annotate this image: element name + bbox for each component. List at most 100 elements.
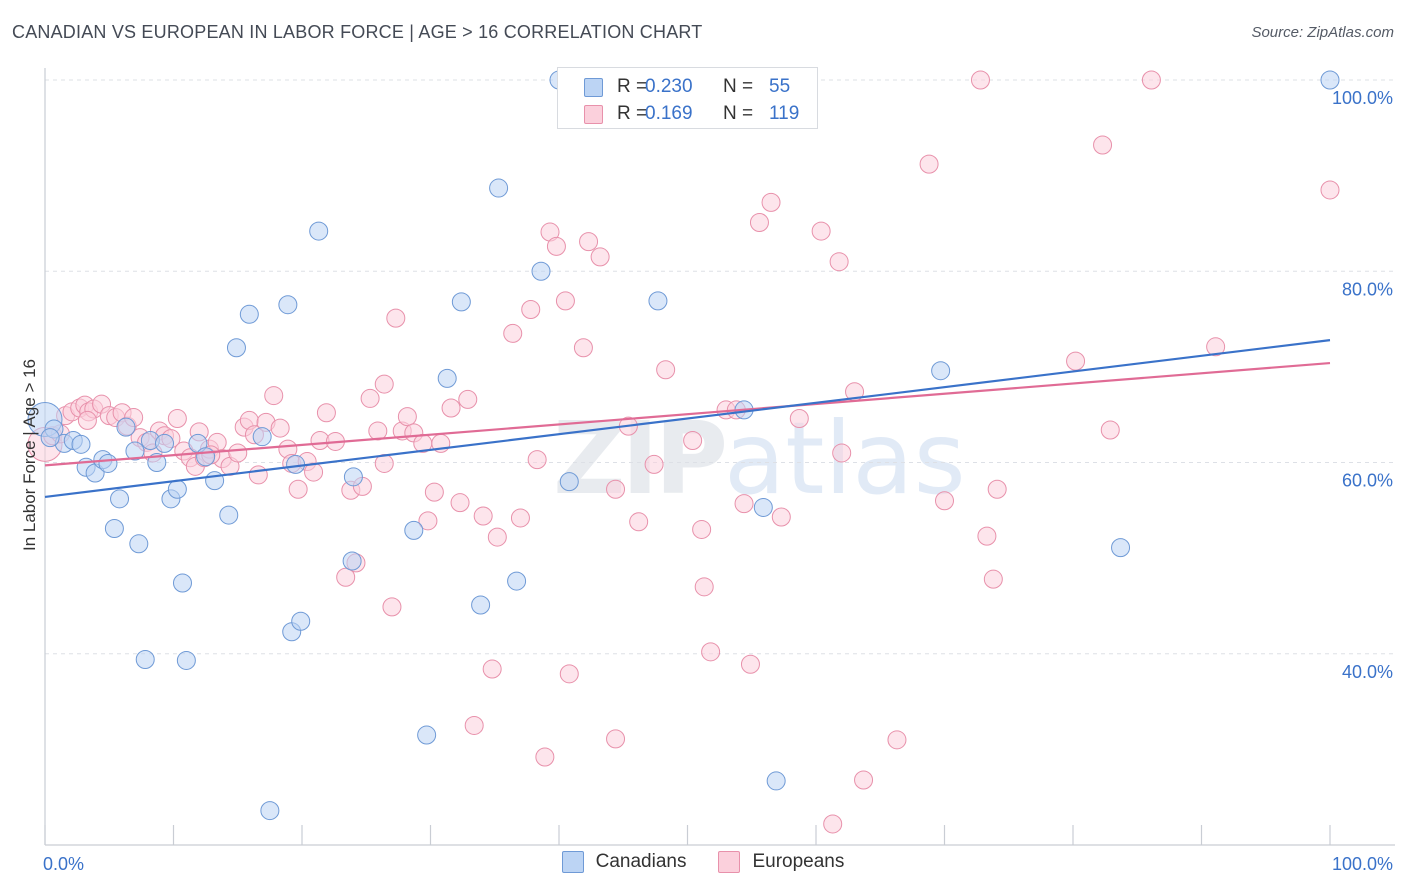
europeans-point bbox=[368, 421, 388, 441]
y-tick-label: 80.0% bbox=[1342, 279, 1393, 299]
europeans-legend-swatch bbox=[718, 851, 741, 873]
canadians-point bbox=[125, 441, 145, 461]
europeans-point bbox=[535, 747, 555, 767]
n-value-europeans: 119 bbox=[769, 103, 800, 124]
n-value-canadians: 55 bbox=[769, 76, 791, 97]
canadians-trend-line bbox=[44, 339, 1331, 499]
europeans-point bbox=[590, 247, 610, 267]
grid-lines bbox=[45, 79, 1395, 655]
canadians-point bbox=[71, 434, 91, 454]
europeans-point bbox=[521, 300, 541, 319]
europeans-point bbox=[701, 642, 721, 662]
europeans-point bbox=[288, 479, 308, 499]
y-axis-label: In Labor Force | Age > 16 bbox=[20, 358, 39, 552]
series-legend: Canadians Europeans bbox=[0, 851, 1406, 873]
europeans-point bbox=[977, 526, 997, 546]
legend-item-canadians[interactable]: Canadians bbox=[561, 851, 687, 873]
europeans-point bbox=[450, 493, 470, 513]
canadians-point bbox=[135, 649, 155, 669]
europeans-point bbox=[1066, 351, 1086, 371]
canadians-point bbox=[1111, 538, 1131, 558]
europeans-point bbox=[983, 569, 1003, 589]
europeans-point bbox=[823, 814, 843, 834]
canadians-point bbox=[129, 534, 149, 554]
europeans-swatch bbox=[584, 104, 603, 124]
x-tick-label: 100.0% bbox=[1332, 854, 1393, 874]
r-value-europeans: 0.169 bbox=[645, 103, 693, 124]
canadians-points bbox=[27, 70, 1340, 821]
canadians-point bbox=[1320, 70, 1340, 90]
stats-row-canadians: R = 0.230 N = 55 bbox=[584, 73, 790, 101]
europeans-point bbox=[1320, 180, 1340, 200]
europeans-point bbox=[656, 360, 676, 380]
europeans-point bbox=[573, 338, 593, 358]
europeans-point bbox=[1100, 420, 1120, 440]
canadians-point bbox=[172, 573, 192, 593]
europeans-point bbox=[270, 418, 290, 438]
europeans-point bbox=[1206, 337, 1226, 357]
source-label: Source: ZipAtlas.com bbox=[1251, 24, 1394, 41]
europeans-point bbox=[336, 567, 356, 587]
canadians-point bbox=[286, 454, 306, 474]
europeans-point bbox=[248, 465, 268, 485]
europeans-point bbox=[829, 252, 849, 272]
europeans-point bbox=[77, 410, 97, 430]
europeans-point bbox=[694, 577, 714, 597]
europeans-point bbox=[644, 454, 664, 474]
canadians-point bbox=[167, 479, 187, 499]
canadians-point bbox=[931, 361, 951, 381]
europeans-point bbox=[692, 519, 712, 539]
canadians-point bbox=[98, 453, 118, 473]
europeans-point bbox=[935, 491, 954, 511]
canadians-point bbox=[110, 489, 130, 509]
canadians-point bbox=[291, 611, 311, 631]
canadians-point bbox=[648, 291, 668, 311]
europeans-point bbox=[832, 443, 852, 463]
europeans-point bbox=[683, 431, 703, 451]
europeans-point bbox=[527, 450, 547, 470]
canadians-legend-swatch bbox=[561, 851, 584, 873]
x-tick-label: 0.0% bbox=[43, 854, 84, 874]
canadians-point bbox=[219, 505, 239, 525]
canadians-point bbox=[155, 433, 175, 453]
europeans-point bbox=[919, 154, 939, 174]
canadians-point bbox=[753, 497, 773, 517]
watermark-zip: ZIP bbox=[553, 400, 728, 517]
europeans-point bbox=[510, 508, 530, 528]
europeans-point bbox=[418, 511, 438, 531]
europeans-point bbox=[606, 729, 626, 749]
europeans-point bbox=[264, 386, 284, 406]
canadians-point bbox=[766, 771, 786, 791]
legend-label-canadians: Canadians bbox=[595, 851, 687, 872]
europeans-point bbox=[1141, 70, 1161, 90]
y-tick-label: 100.0% bbox=[1332, 88, 1393, 108]
trend-lines bbox=[44, 339, 1331, 499]
canadians-point bbox=[342, 551, 362, 571]
legend-item-europeans[interactable]: Europeans bbox=[718, 851, 844, 873]
canadians-point bbox=[104, 518, 124, 538]
europeans-point bbox=[749, 212, 769, 232]
europeans-point bbox=[228, 443, 248, 463]
europeans-point bbox=[789, 409, 809, 429]
tick-labels: 40.0% 60.0% 80.0% 100.0% 0.0% 100.0% bbox=[43, 88, 1393, 874]
europeans-point bbox=[167, 409, 187, 429]
europeans-point bbox=[811, 221, 831, 241]
canadians-point bbox=[239, 304, 259, 324]
europeans-point bbox=[382, 597, 402, 617]
chart-title: CANADIAN VS EUROPEAN IN LABOR FORCE | AG… bbox=[12, 22, 703, 42]
legend-label-europeans: Europeans bbox=[752, 851, 845, 872]
europeans-point bbox=[546, 236, 566, 256]
canadians-point bbox=[147, 453, 167, 472]
europeans-point bbox=[360, 388, 380, 408]
europeans-point bbox=[970, 70, 990, 90]
europeans-point bbox=[1093, 135, 1113, 155]
europeans-point bbox=[629, 512, 649, 532]
europeans-point bbox=[559, 664, 579, 684]
r-label: R = bbox=[617, 76, 648, 97]
canadians-point bbox=[260, 801, 280, 821]
canadians-point bbox=[226, 338, 246, 358]
canadians-point bbox=[404, 520, 424, 540]
europeans-point bbox=[854, 770, 874, 790]
canadians-point bbox=[309, 221, 329, 241]
stats-row-europeans: R = 0.169 N = 119 bbox=[584, 100, 799, 128]
